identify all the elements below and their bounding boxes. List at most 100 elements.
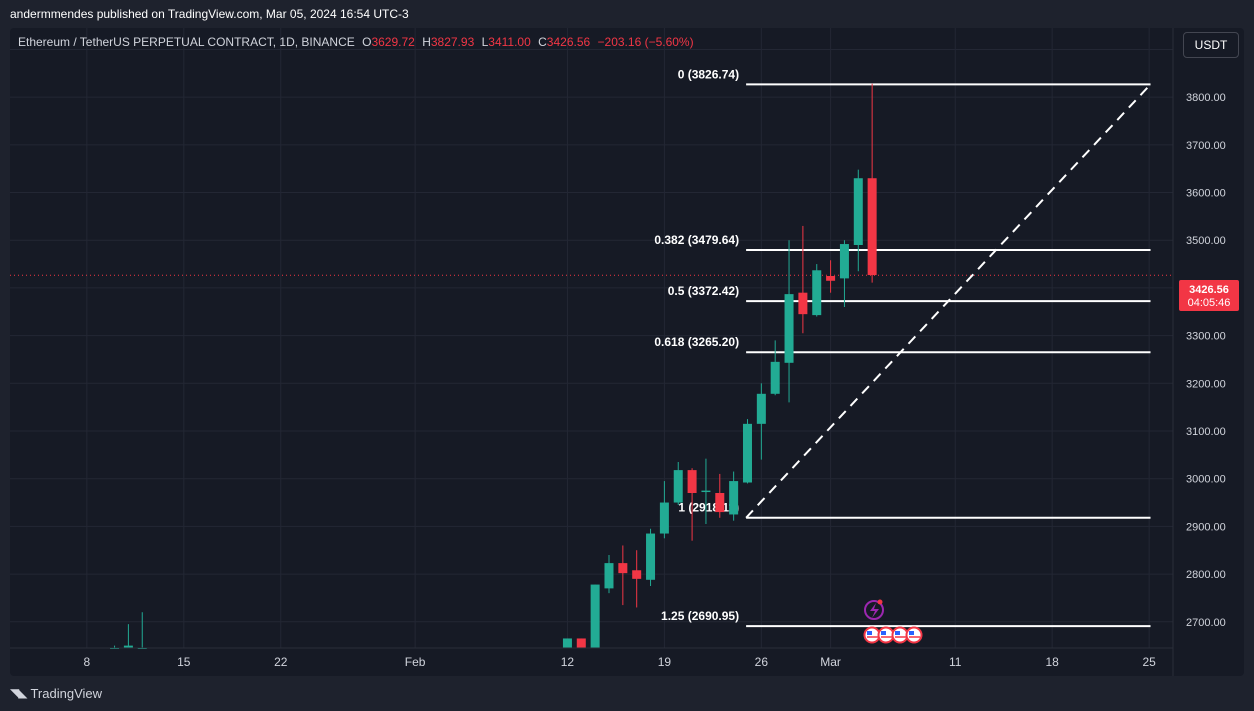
price-tick-label: 3100.00 — [1186, 426, 1226, 438]
high-label: H — [422, 35, 431, 49]
candle-body — [590, 584, 600, 648]
candle — [646, 528, 656, 586]
candle-body — [632, 570, 642, 579]
flash-event-icon[interactable] — [864, 600, 884, 620]
price-change: −203.16 (−5.60%) — [597, 35, 694, 49]
candle-body — [562, 638, 572, 648]
current-price-value: 3426.56 — [1189, 284, 1229, 296]
candle-body — [839, 244, 849, 279]
candlestick-chart[interactable]: 0 (3826.74) 0.382 (3479.64) 0.5 (3372.42) 0… — [10, 28, 1244, 676]
us-flag-icon[interactable] — [877, 626, 895, 644]
candle — [715, 473, 725, 518]
candle-body — [701, 490, 711, 493]
event-markers[interactable] — [863, 599, 923, 644]
price-tick-label: 3600.00 — [1186, 188, 1226, 200]
us-flag-icon[interactable] — [863, 626, 881, 644]
publish-info: andermmendes published on TradingView.co… — [10, 7, 409, 21]
date-tick-label: 15 — [177, 655, 191, 669]
candle-body — [673, 470, 683, 503]
price-tick-label: 2700.00 — [1186, 617, 1226, 629]
price-tick-label: 3700.00 — [1186, 140, 1226, 152]
fib-level-label: 0.618 (3265.20) — [654, 335, 739, 349]
candle-body — [784, 294, 794, 363]
open-label: O — [362, 35, 372, 49]
price-tick-label: 2800.00 — [1186, 569, 1226, 581]
axes: 2700.00 2800.00 2900.00 3000.00 3100.00 3200.… — [10, 28, 1226, 676]
candle — [867, 83, 877, 283]
date-tick-label: Feb — [405, 655, 426, 669]
date-tick-label: 11 — [949, 655, 962, 669]
notification-dot-icon — [877, 599, 883, 605]
candle-body — [756, 393, 766, 424]
candle-body — [659, 502, 669, 534]
candle-body — [812, 270, 822, 316]
price-tick-label: 3800.00 — [1186, 92, 1226, 104]
price-tick-label: 3200.00 — [1186, 378, 1226, 390]
candle-body — [646, 533, 656, 580]
fib-level-label: 1.25 (2690.95) — [661, 609, 739, 623]
currency-button[interactable]: USDT — [1183, 32, 1239, 58]
candle — [839, 240, 849, 307]
candle-body — [715, 493, 725, 513]
candle-body — [618, 563, 628, 574]
candle — [798, 225, 808, 334]
flash-bolt-icon — [870, 603, 879, 618]
candle — [742, 419, 752, 484]
current-price-tag: 3426.56 04:05:46 — [1179, 280, 1239, 311]
candle — [123, 624, 133, 648]
grid — [10, 28, 1173, 648]
close-label: C — [538, 35, 547, 49]
price-tick-label: 3000.00 — [1186, 474, 1226, 486]
low-label: L — [481, 35, 489, 49]
candle — [701, 458, 711, 524]
candle — [590, 584, 600, 648]
tradingview-logo-icon: ◥◣ — [10, 686, 27, 700]
date-tick-label: 18 — [1046, 655, 1060, 669]
candle-body — [742, 423, 752, 483]
candle — [826, 260, 836, 293]
date-tick-label: 12 — [561, 655, 575, 669]
candle-body — [770, 361, 780, 394]
footer-brand[interactable]: ◥◣ TradingView — [10, 684, 102, 702]
price-tick-label: 3500.00 — [1186, 235, 1226, 247]
candle — [784, 240, 794, 403]
candle-body — [867, 178, 877, 276]
date-tick-label: Mar — [820, 655, 841, 669]
candle — [756, 383, 766, 460]
chart-frame[interactable]: 0 (3826.74) 0.382 (3479.64) 0.5 (3372.42) 0… — [10, 28, 1244, 676]
candle-body — [798, 292, 808, 315]
us-flag-icon[interactable] — [905, 626, 923, 644]
fib-level-label: 0 (3826.74) — [678, 67, 739, 81]
open-value: 3629.72 — [371, 35, 415, 49]
low-value: 3411.00 — [488, 35, 531, 49]
symbol-legend: Ethereum / TetherUS PERPETUAL CONTRACT, … — [18, 35, 694, 49]
candle-body — [826, 276, 836, 281]
close-value: 3426.56 — [546, 35, 591, 49]
candle — [687, 468, 697, 541]
price-tick-label: 3300.00 — [1186, 331, 1226, 343]
candle-body — [604, 563, 614, 589]
candle-body — [729, 481, 739, 515]
candles — [110, 83, 877, 649]
candle — [812, 264, 822, 317]
candle-body — [687, 470, 697, 493]
brand-name: TradingView — [30, 685, 103, 701]
fibonacci-retracement[interactable]: 0 (3826.74) 0.382 (3479.64) 0.5 (3372.42) 0… — [654, 67, 1152, 628]
fib-level-label: 0.5 (3372.42) — [668, 284, 739, 298]
date-tick-label: 8 — [84, 655, 91, 669]
high-value: 3827.93 — [430, 35, 475, 49]
candle — [659, 481, 669, 539]
fib-level-label: 0.382 (3479.64) — [654, 233, 739, 247]
candle — [562, 638, 572, 648]
candle — [729, 471, 739, 521]
us-flag-icon[interactable] — [891, 626, 909, 644]
date-tick-label: 19 — [658, 655, 672, 669]
candle — [853, 169, 863, 272]
candle — [673, 462, 683, 505]
candle — [576, 638, 586, 648]
date-tick-label: 25 — [1142, 655, 1156, 669]
candle — [618, 545, 628, 606]
symbol-name[interactable]: Ethereum / TetherUS PERPETUAL CONTRACT, … — [18, 35, 355, 49]
candle — [604, 555, 614, 594]
candle — [137, 612, 147, 649]
